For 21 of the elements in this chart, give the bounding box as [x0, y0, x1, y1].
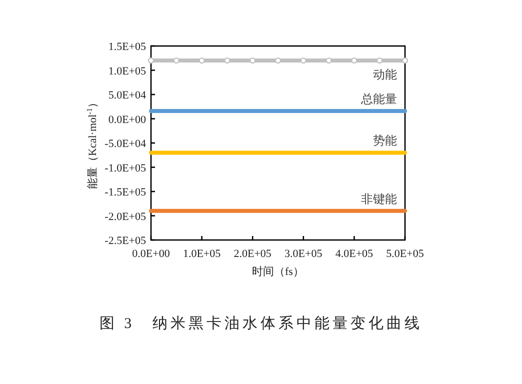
y-tick-label: -2.5E+05	[104, 235, 146, 247]
x-tick-label: 5.0E+05	[386, 248, 424, 260]
y-tick-label: 1.5E+05	[108, 41, 146, 53]
y-tick-label: -5.0E+04	[104, 138, 146, 150]
series-label: 势能	[373, 134, 397, 148]
series-label: 非键能	[361, 192, 397, 206]
y-tick-label: -1.5E+05	[104, 186, 146, 198]
x-tick-label: 2.0E+05	[234, 248, 272, 260]
x-tick-label: 1.0E+05	[182, 248, 222, 260]
x-tick-label: 4.0E+05	[335, 248, 374, 260]
x-tick-label: 0.0E+00	[132, 248, 170, 260]
y-tick-label: -2.0E+05	[104, 210, 146, 223]
y-tick-label: 1.0E+05	[108, 65, 146, 78]
series-label: 动能	[373, 68, 397, 82]
caption: 图 3 纳米黑卡油水体系中能量变化曲线	[99, 315, 423, 332]
series-label: 总能量	[360, 92, 397, 106]
y-tick-label: -1.0E+05	[104, 162, 146, 174]
x-axis-title: 时间（fs）	[252, 265, 304, 278]
y-tick-label: 0.0E+00	[108, 114, 146, 126]
y-tick-label: 5.0E+04	[108, 90, 146, 102]
x-tick-label: 3.0E+05	[284, 248, 323, 260]
